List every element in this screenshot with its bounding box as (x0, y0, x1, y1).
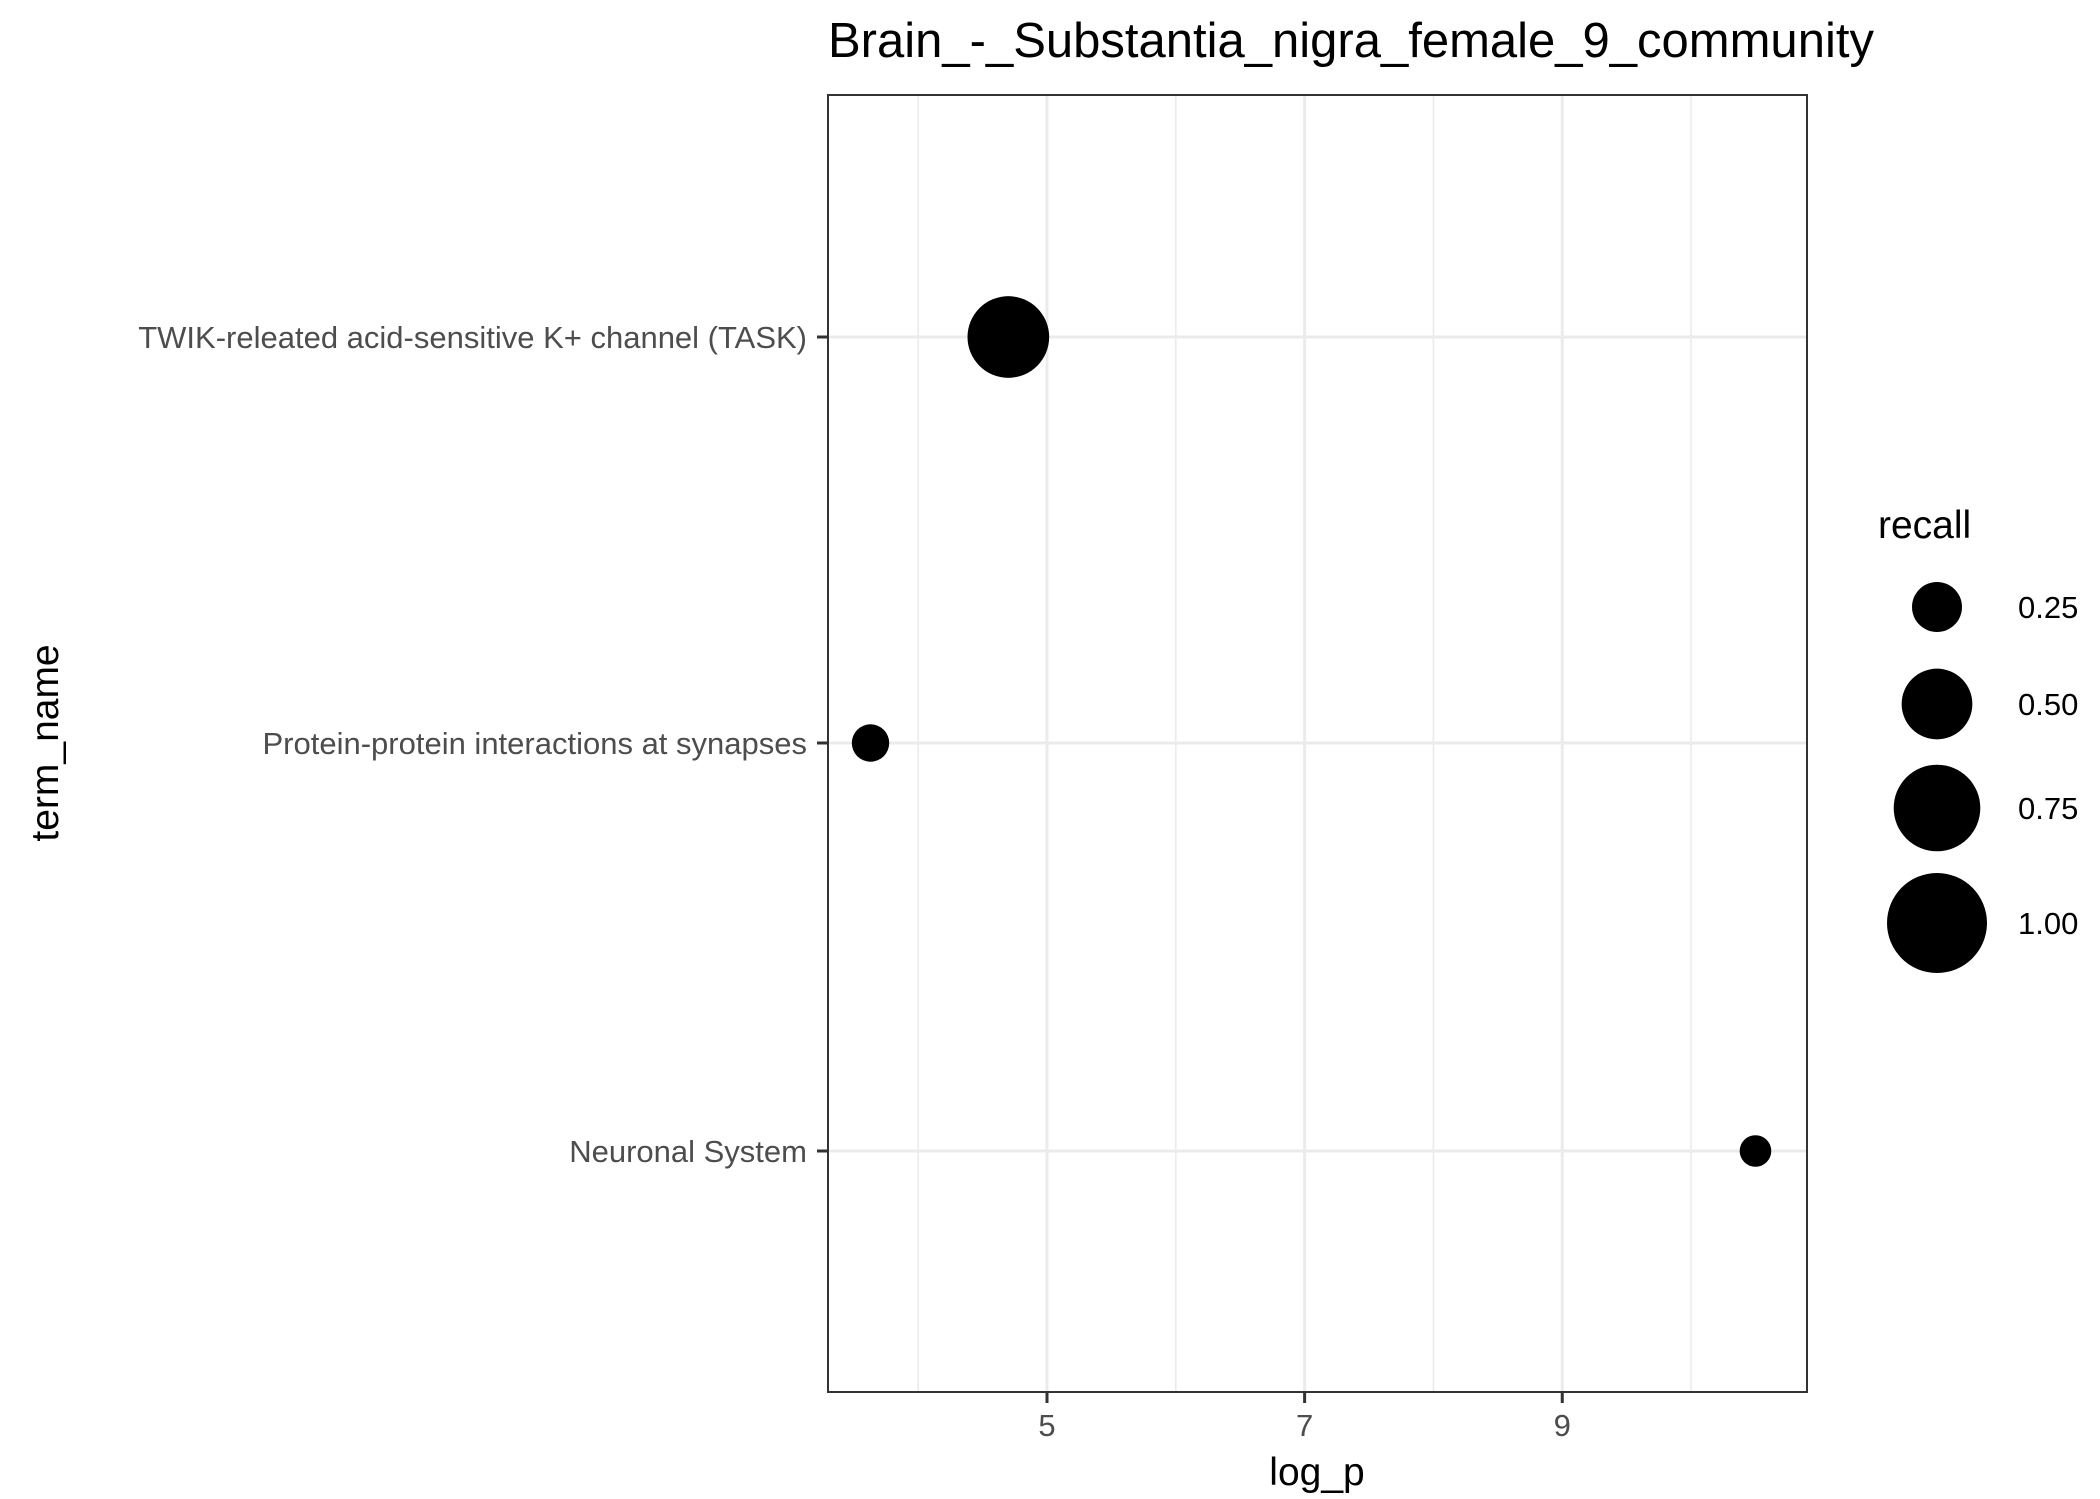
legend-key-circle (1912, 582, 1962, 632)
size-legend: recall 0.25 0.50 0.75 1.00 (1878, 504, 2078, 973)
y-tick-label: TWIK-releated acid-sensitive K+ channel … (138, 320, 807, 355)
y-axis: TWIK-releated acid-sensitive K+ channel … (138, 320, 828, 1169)
legend-key-circle (1893, 764, 1981, 852)
legend-key-label: 0.25 (2018, 590, 2078, 625)
grid-lines (828, 95, 1807, 1392)
data-point (1739, 1135, 1772, 1167)
legend-key-label: 0.50 (2018, 687, 2078, 722)
x-axis-title: log_p (1269, 1451, 1364, 1494)
x-tick-label: 9 (1554, 1408, 1571, 1443)
y-tick-label: Protein-protein interactions at synapses (262, 726, 807, 761)
data-points (851, 296, 1772, 1167)
data-point (967, 296, 1050, 378)
x-tick-label: 5 (1038, 1408, 1055, 1443)
data-point (851, 724, 890, 762)
y-tick-label: Neuronal System (569, 1134, 807, 1169)
legend-title: recall (1878, 504, 1971, 547)
legend-key-circle (1887, 873, 1987, 973)
y-axis-title: term_name (24, 644, 67, 841)
x-axis: 5 7 9 (1038, 1392, 1571, 1443)
legend-key-label: 0.75 (2018, 791, 2078, 826)
legend-key-label: 1.00 (2018, 906, 2078, 941)
chart-title: Brain_-_Substantia_nigra_female_9_commun… (828, 14, 1874, 68)
x-tick-label: 7 (1296, 1408, 1313, 1443)
legend-key-circle (1901, 668, 1973, 740)
